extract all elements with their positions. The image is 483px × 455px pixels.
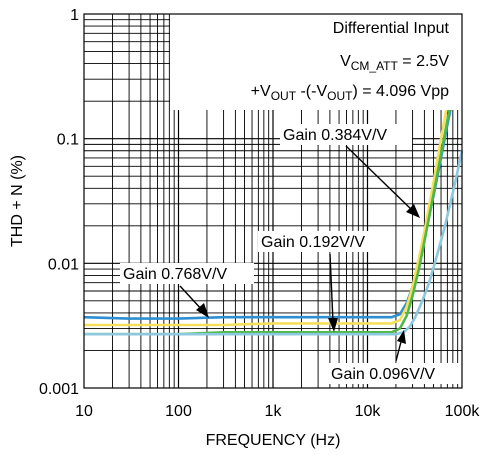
annotation-line-3: +VOUT -(-VOUT) = 4.096 Vpp (251, 83, 449, 103)
series-line (84, 29, 464, 327)
y-tick-label: 0.1 (57, 132, 79, 149)
label-gain-0768: Gain 0.768V/V (120, 263, 254, 318)
y-axis-label: THD + N (%) (9, 155, 26, 247)
y-tick-label: 0.001 (39, 381, 79, 398)
y-tick-label: 0.01 (48, 256, 79, 273)
label-gain-0384: Gain 0.384V/V (280, 124, 420, 218)
series-lines (83, 29, 464, 336)
x-tick-labels: 10 100 1k 10k 100k (75, 403, 480, 420)
series-line (84, 46, 464, 336)
label-gain-0096: Gain 0.096V/V (328, 330, 462, 384)
x-tick-label: 100k (445, 403, 481, 420)
x-tick-label: 100 (165, 403, 192, 420)
label-gain-0192: Gain 0.192V/V (258, 231, 390, 332)
x-tick-label: 10k (355, 403, 382, 420)
series-line (84, 150, 464, 336)
x-axis-label: FREQUENCY (Hz) (206, 432, 341, 449)
annotation-line-2: VCM_ATT = 2.5V (340, 53, 449, 73)
annotation-line-1: Differential Input (333, 20, 450, 37)
annotation-background (170, 12, 465, 110)
x-tick-label: 10 (75, 403, 93, 420)
svg-text:Gain 0.384V/V: Gain 0.384V/V (283, 127, 387, 144)
plot-border (83, 13, 463, 389)
svg-text:Gain 0.192V/V: Gain 0.192V/V (261, 234, 365, 251)
svg-text:Gain 0.096V/V: Gain 0.096V/V (331, 366, 435, 383)
x-tick-label: 1k (265, 403, 283, 420)
y-tick-label: 1 (70, 7, 79, 24)
svg-text:Gain 0.768V/V: Gain 0.768V/V (123, 266, 227, 283)
y-tick-labels: 0.001 0.01 0.1 1 (39, 7, 79, 398)
